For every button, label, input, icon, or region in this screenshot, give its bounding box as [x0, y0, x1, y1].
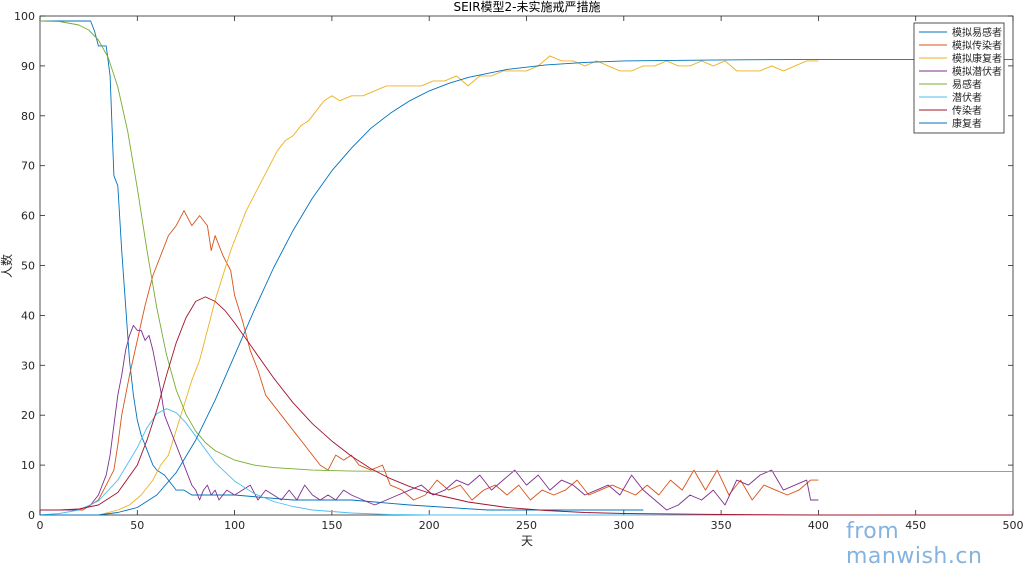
legend-entry: 康复者 — [952, 117, 982, 130]
x-tick-label: 400 — [808, 519, 829, 532]
y-tick-label: 60 — [21, 210, 35, 223]
axes-box — [39, 15, 1014, 516]
x-tick-label: 300 — [613, 519, 634, 532]
x-tick-label: 50 — [130, 519, 144, 532]
x-tick-label: 200 — [419, 519, 440, 532]
x-tick-label: 350 — [711, 519, 732, 532]
legend-entry: 模拟康复者 — [952, 52, 1002, 65]
y-tick-label: 30 — [21, 359, 35, 372]
y-tick-label: 80 — [21, 110, 35, 123]
x-tick-label: 150 — [321, 519, 342, 532]
y-axis-label: 人数 — [0, 254, 14, 278]
series-line-8 — [40, 58, 1013, 516]
x-tick-label: 500 — [1003, 519, 1024, 532]
x-tick-label: 0 — [37, 519, 44, 532]
series-line-1 — [40, 20, 644, 511]
x-tick-label: 450 — [905, 519, 926, 532]
chart-title: SEIR模型2-未实施戒严措施 — [453, 0, 600, 14]
legend-entry: 潜伏者 — [952, 91, 982, 104]
y-tick-label: 50 — [21, 260, 35, 273]
y-tick-label: 10 — [21, 459, 35, 472]
series-line-6 — [39, 408, 1013, 516]
y-tick-label: 100 — [14, 10, 35, 23]
y-tick-label: 70 — [21, 160, 35, 173]
series-line-3 — [40, 55, 819, 516]
legend-box — [913, 22, 1005, 134]
plot-area: 0 50 100 150 200 250 300 350 400 450 500 0 10 20 30 40 5… — [14, 10, 1024, 532]
legend-entry: 易感者 — [952, 78, 982, 91]
legend-entry: 传染者 — [952, 104, 982, 117]
series-line-4 — [40, 324, 819, 511]
y-tick-label: 90 — [21, 60, 35, 73]
legend-entry: 模拟潜伏者 — [952, 65, 1002, 78]
x-tick-label: 250 — [516, 519, 537, 532]
series-line-7 — [40, 296, 1013, 516]
watermark-text: from manwish.cn — [846, 519, 983, 569]
chart-figure: SEIR模型2-未实施戒严措施 0 50 100 150 200 250 300 350 400… — [0, 0, 1024, 548]
y-tick-label: 40 — [21, 309, 35, 322]
y-tick-label: 20 — [21, 409, 35, 422]
legend-entry: 模拟传染者 — [952, 39, 1002, 52]
x-tick-label: 100 — [224, 519, 245, 532]
legend-entry: 模拟易感者 — [952, 26, 1002, 39]
x-axis-label: 天 — [521, 534, 533, 548]
series-line-5 — [39, 20, 1013, 473]
y-tick-label: 0 — [28, 509, 35, 522]
series-line-2 — [40, 210, 819, 511]
